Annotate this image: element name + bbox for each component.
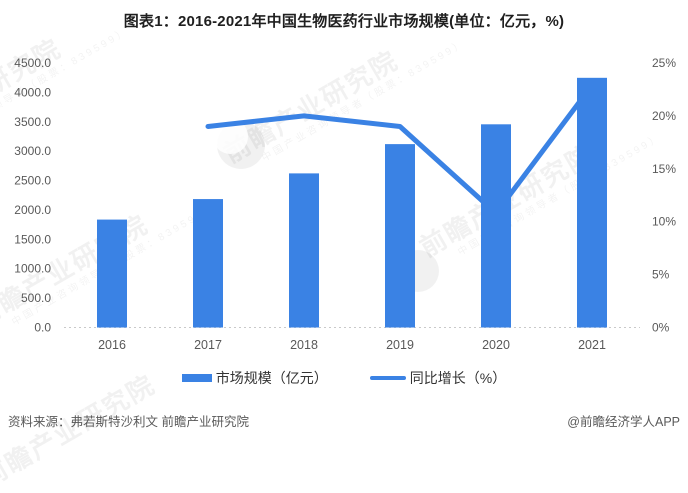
y-axis-left-tick: 3000.0 xyxy=(14,144,51,158)
legend-label-growth: 同比增长（%） xyxy=(409,370,507,386)
credit-note: @前瞻经济学人APP xyxy=(567,415,680,429)
y-axis-left-tick: 1500.0 xyxy=(14,232,51,246)
x-axis-tick-2016: 2016 xyxy=(98,338,126,352)
legend: 市场规模（亿元） 同比增长（%） xyxy=(0,368,688,388)
growth-line[interactable] xyxy=(205,82,595,216)
x-axis-tick-2018: 2018 xyxy=(290,338,318,352)
x-axis-tick-2017: 2017 xyxy=(194,338,222,352)
y-axis-left-tick: 2500.0 xyxy=(14,174,51,188)
bar-2018[interactable] xyxy=(289,173,319,328)
bar-2016[interactable] xyxy=(97,219,127,328)
y-axis-left-tick: 0.0 xyxy=(34,321,51,335)
y-axis-right-tick: 10% xyxy=(652,215,676,229)
y-axis-left-tick: 500.0 xyxy=(21,291,51,305)
source-note: 资料来源：弗若斯特沙利文 前瞻产业研究院 xyxy=(8,415,249,429)
y-axis-left-tick: 4000.0 xyxy=(14,85,51,99)
y-axis-right-tick: 0% xyxy=(652,321,670,335)
y-axis-right-tick: 5% xyxy=(652,268,670,282)
line-series-swatch-icon xyxy=(369,376,406,380)
y-axis-left-tick: 3500.0 xyxy=(14,115,51,129)
x-axis-tick-2019: 2019 xyxy=(386,338,414,352)
y-axis-left-tick: 2000.0 xyxy=(14,203,51,217)
chart-title: 图表1：2016-2021年中国生物医药行业市场规模(单位：亿元，%) xyxy=(123,13,565,30)
y-axis-right-tick: 20% xyxy=(652,109,676,123)
bar-2017[interactable] xyxy=(193,199,223,328)
y-axis-right-tick: 25% xyxy=(652,56,676,70)
bar-series-swatch-icon xyxy=(181,374,212,382)
y-axis-left-tick: 4500.0 xyxy=(14,56,51,70)
x-axis-tick-2021: 2021 xyxy=(578,338,606,352)
y-axis-right-tick: 15% xyxy=(652,162,676,176)
legend-item-growth[interactable]: 同比增长（%） xyxy=(369,368,507,388)
plot-area: 0.0 500.0 1000.0 1500.0 2000.0 2500.0 3000.0 35… xyxy=(14,56,676,352)
bar-2020[interactable] xyxy=(481,124,511,328)
legend-label-market-size: 市场规模（亿元） xyxy=(215,370,328,386)
y-axis-left-tick: 1000.0 xyxy=(14,262,51,276)
bar-2019[interactable] xyxy=(385,144,415,328)
bar-2021[interactable] xyxy=(577,77,607,328)
legend-item-market-size[interactable]: 市场规模（亿元） xyxy=(181,368,328,388)
chart-figure: 前瞻产业研究院 中国产业咨询领导者（股票：839599） 前瞻产业研究院 中国产… xyxy=(0,13,688,493)
x-axis-tick-2020: 2020 xyxy=(482,338,510,352)
